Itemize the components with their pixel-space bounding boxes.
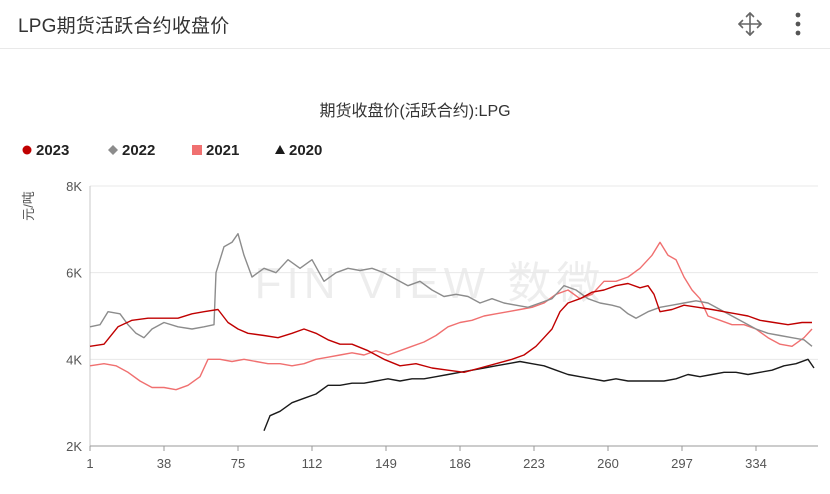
- x-tick-label: 297: [671, 456, 693, 471]
- more-vertical-icon[interactable]: [786, 11, 810, 37]
- y-axis-label: 元/吨: [21, 191, 36, 221]
- legend-marker: [192, 145, 202, 155]
- x-tick-label: 334: [745, 456, 767, 471]
- x-tick-label: 112: [302, 456, 323, 471]
- x-tick-label: 75: [231, 456, 245, 471]
- series-line-2022: [89, 233, 813, 347]
- panel-title: LPG期货活跃合约收盘价: [18, 16, 230, 37]
- x-tick-label: 186: [449, 456, 471, 471]
- axes: 2K 4K 6K 8K 1 38 75 112 149 186 223 260 297 334: [66, 179, 818, 471]
- x-tick-label: 260: [597, 456, 619, 471]
- legend-marker: [275, 145, 285, 154]
- x-tick-label: 38: [157, 456, 171, 471]
- move-icon[interactable]: [737, 11, 763, 37]
- legend-item-2021[interactable]: 2021: [192, 142, 239, 159]
- y-tick-label: 2K: [66, 439, 82, 454]
- y-tick-label: 6K: [66, 266, 82, 281]
- x-tick-label: 223: [523, 456, 545, 471]
- x-tick-label: 1: [86, 456, 93, 471]
- legend-marker: [108, 145, 118, 155]
- series-line-2020: [263, 358, 815, 432]
- series-line-2023: [89, 282, 812, 373]
- legend-item-2020[interactable]: 2020: [275, 142, 322, 159]
- panel-header: LPG期货活跃合约收盘价: [0, 0, 830, 49]
- legend: 2023 2022 2021 2020: [22, 142, 322, 159]
- legend-item-2022[interactable]: 2022: [108, 142, 155, 159]
- legend-label: 2021: [206, 142, 239, 159]
- legend-marker: [22, 145, 32, 155]
- chart-title: 期货收盘价(活跃合约):LPG: [319, 101, 510, 120]
- legend-label: 2023: [36, 142, 69, 159]
- y-tick-label: 8K: [66, 179, 82, 194]
- watermark: FIN VIEW 数微: [255, 259, 606, 308]
- x-tick-label: 149: [375, 456, 397, 471]
- legend-item-2023[interactable]: 2023: [22, 142, 70, 159]
- y-tick-label: 4K: [66, 352, 82, 367]
- legend-label: 2020: [289, 142, 322, 159]
- grid: [90, 185, 818, 360]
- legend-label: 2022: [122, 142, 155, 159]
- series-lines: [89, 233, 815, 432]
- series-line-2021: [89, 241, 813, 391]
